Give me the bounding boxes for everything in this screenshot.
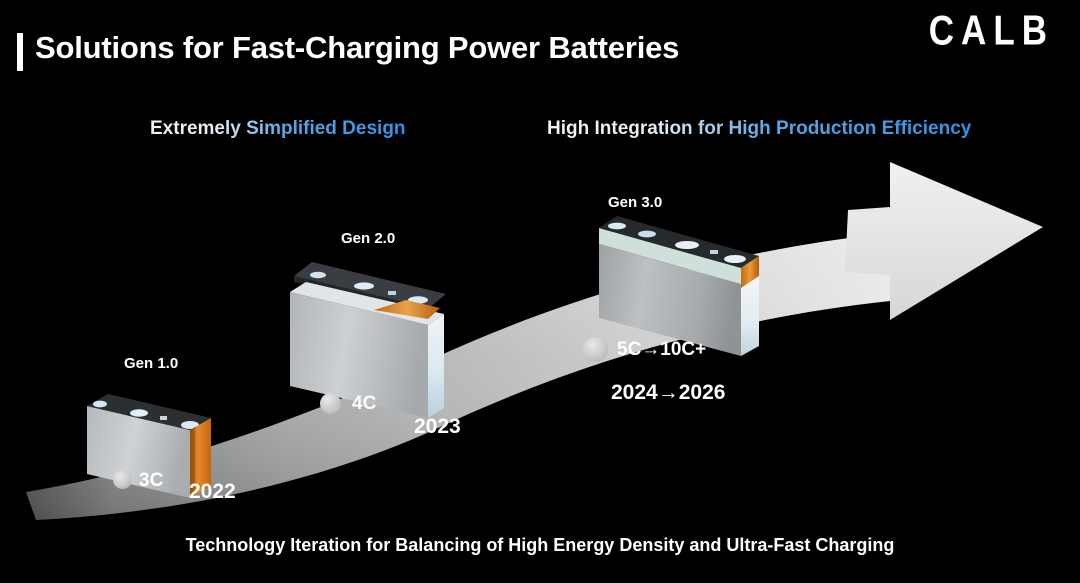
gen1-name-label: Gen 1.0 <box>124 355 179 372</box>
gen3-cell-side <box>741 272 759 356</box>
gen3-cell-orange-corner <box>741 256 759 288</box>
gen2-lid-vent <box>388 291 396 295</box>
title-accent-bar <box>17 33 23 71</box>
gen3-name-label: Gen 3.0 <box>608 194 663 211</box>
gen1-side-edge <box>190 427 195 498</box>
gen1-year-label: 2022 <box>189 480 236 503</box>
footer-caption: Technology Iteration for Balancing of Hi… <box>185 535 895 555</box>
gen1-rate-bullet <box>113 470 132 489</box>
gen1-terminal-3 <box>181 421 199 429</box>
page-title: Solutions for Fast-Charging Power Batter… <box>35 30 680 65</box>
gen2-lid-terminal-1 <box>310 271 326 279</box>
gen2-cell-side <box>428 314 444 418</box>
gen3-cell-teal-band <box>599 228 741 284</box>
gen1-vent <box>160 416 167 420</box>
gen2-rate-bullet <box>320 393 341 414</box>
gen2-year-label: 2023 <box>414 415 461 438</box>
gen3-vent <box>710 250 718 254</box>
gen1-terminal-1 <box>93 400 107 408</box>
gen1-cell-side-orange <box>190 418 211 498</box>
gen3-terminal-3 <box>675 241 699 249</box>
gen2-cell-top-orange-strip <box>374 300 440 319</box>
gen3-year-label: 2024→2026 <box>611 381 726 404</box>
gen3-terminal-1 <box>608 222 626 230</box>
gen3-rate-bullet <box>583 337 608 362</box>
gen2-rate-label: 4C <box>352 393 377 414</box>
gen3-terminal-2 <box>638 230 656 238</box>
calb-logo: CALB <box>928 8 1054 55</box>
gen3-terminal-4 <box>724 255 746 263</box>
gen2-lid-terminal-2 <box>354 282 374 290</box>
arrow-head <box>845 162 1043 320</box>
battery-cell-gen3 <box>595 206 785 371</box>
gen2-cell-front <box>290 292 428 418</box>
battery-cell-gen2 <box>288 250 478 425</box>
gen3-rate-label: 5C→10C+ <box>617 339 707 360</box>
gen3-cell-front <box>599 244 741 356</box>
subheading-simplified-design: Extremely Simplified Design <box>150 118 406 139</box>
gen2-name-label: Gen 2.0 <box>341 230 396 247</box>
subheading-high-integration: High Integration for High Production Eff… <box>547 118 972 139</box>
gen1-cell-cap <box>87 394 211 430</box>
battery-cell-gen1 <box>84 378 224 508</box>
gen1-terminal-2 <box>130 409 148 417</box>
gen1-cell-front <box>87 406 190 498</box>
gen3-cell-cap <box>599 216 759 268</box>
gen1-rate-label: 3C <box>139 470 164 491</box>
